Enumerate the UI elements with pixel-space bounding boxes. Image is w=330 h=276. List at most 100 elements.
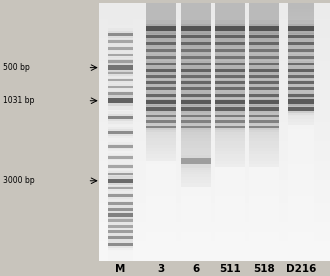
Bar: [288, 103, 314, 115]
Bar: [146, 99, 176, 106]
Bar: [146, 61, 176, 67]
Bar: [181, 112, 211, 116]
Bar: [146, 219, 176, 222]
Bar: [181, 180, 211, 184]
Bar: [215, 177, 245, 180]
Bar: [181, 77, 211, 80]
Bar: [108, 145, 133, 148]
Bar: [215, 61, 245, 67]
Bar: [288, 74, 314, 79]
Bar: [181, 64, 211, 77]
Bar: [181, 125, 211, 129]
Bar: [249, 26, 279, 31]
Bar: [99, 209, 330, 213]
Bar: [249, 103, 279, 106]
Bar: [146, 145, 176, 148]
Bar: [99, 171, 330, 174]
Bar: [146, 122, 176, 125]
Bar: [288, 70, 314, 74]
Bar: [146, 83, 176, 87]
Bar: [181, 41, 211, 45]
Bar: [249, 187, 279, 190]
Bar: [181, 103, 211, 115]
Bar: [146, 84, 176, 94]
Bar: [249, 63, 279, 65]
Bar: [181, 48, 211, 51]
Bar: [146, 25, 176, 29]
Bar: [288, 245, 314, 248]
Bar: [99, 154, 330, 158]
Bar: [108, 156, 133, 158]
Bar: [249, 122, 279, 132]
Bar: [108, 90, 133, 93]
Bar: [99, 109, 330, 112]
Bar: [146, 72, 176, 82]
Bar: [108, 77, 133, 80]
Bar: [288, 38, 314, 41]
Bar: [215, 116, 245, 119]
Bar: [108, 32, 133, 35]
Bar: [108, 187, 133, 190]
Bar: [249, 93, 279, 96]
Bar: [108, 145, 133, 148]
Bar: [108, 127, 133, 138]
Bar: [215, 116, 245, 126]
Bar: [146, 54, 176, 58]
Bar: [146, 67, 176, 70]
Bar: [108, 12, 133, 16]
Bar: [288, 148, 314, 151]
Bar: [215, 225, 245, 229]
Bar: [108, 54, 133, 58]
Bar: [108, 103, 133, 106]
Bar: [181, 138, 211, 142]
Bar: [108, 51, 133, 54]
Bar: [108, 235, 133, 241]
Bar: [146, 232, 176, 235]
Bar: [249, 177, 279, 180]
Bar: [99, 96, 330, 100]
Bar: [288, 93, 314, 108]
Bar: [181, 81, 211, 84]
Bar: [108, 142, 133, 151]
Bar: [146, 41, 176, 45]
Bar: [215, 38, 245, 41]
Bar: [215, 90, 245, 93]
Bar: [181, 26, 211, 31]
Bar: [288, 19, 314, 22]
Bar: [249, 46, 279, 55]
Bar: [249, 19, 279, 22]
Bar: [215, 54, 245, 60]
Bar: [99, 222, 330, 225]
Bar: [146, 222, 176, 225]
Bar: [288, 37, 314, 50]
Bar: [181, 142, 211, 145]
Bar: [181, 225, 211, 229]
Bar: [249, 40, 279, 47]
Bar: [249, 35, 279, 38]
Bar: [215, 112, 245, 116]
Bar: [108, 116, 133, 119]
Text: 518: 518: [253, 264, 275, 274]
Bar: [108, 202, 133, 205]
Bar: [108, 29, 133, 32]
Bar: [108, 167, 133, 171]
Bar: [146, 20, 176, 38]
Bar: [215, 216, 245, 219]
Bar: [146, 16, 176, 19]
Bar: [108, 70, 133, 74]
Bar: [288, 9, 314, 12]
Bar: [181, 238, 211, 242]
Bar: [249, 38, 279, 41]
Bar: [181, 106, 211, 109]
Bar: [249, 122, 279, 125]
Bar: [181, 251, 211, 254]
Bar: [288, 216, 314, 219]
Bar: [99, 48, 330, 51]
Bar: [108, 209, 133, 213]
Bar: [288, 109, 314, 112]
Bar: [288, 100, 314, 104]
Bar: [288, 80, 314, 86]
Bar: [108, 176, 133, 185]
Bar: [288, 84, 314, 94]
Bar: [108, 232, 133, 235]
